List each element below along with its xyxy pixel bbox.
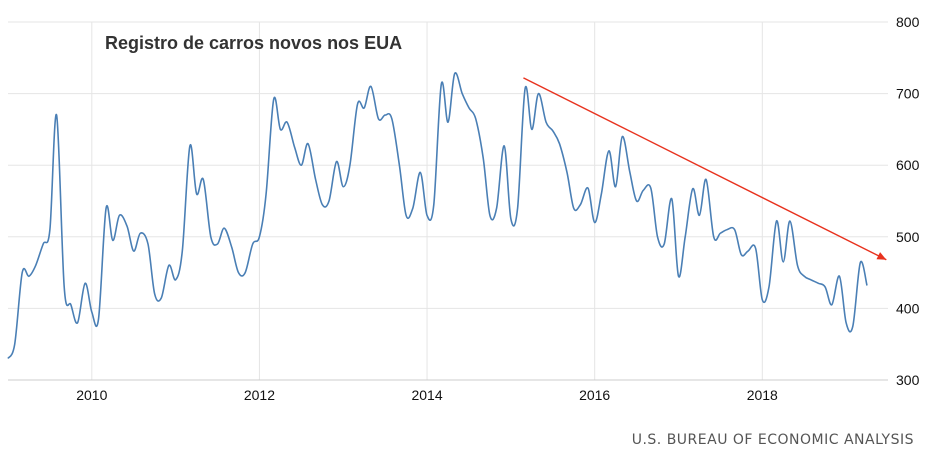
x-tick-label: 2016 (579, 387, 610, 403)
x-tick-label: 2012 (244, 387, 275, 403)
y-tick-label: 800 (896, 14, 920, 30)
chart-title: Registro de carros novos nos EUA (105, 33, 402, 53)
trend-line (523, 77, 887, 261)
trend-layer (523, 77, 887, 261)
y-tick-label: 300 (896, 372, 920, 388)
x-tick-labels: 2010 2012 2014 2016 2018 (76, 387, 778, 403)
y-tick-label: 600 (896, 157, 920, 173)
y-tick-label: 400 (896, 300, 920, 316)
series-line (7, 72, 868, 359)
x-tick-label: 2018 (747, 387, 778, 403)
y-tick-label: 500 (896, 229, 920, 245)
x-tick-label: 2010 (76, 387, 107, 403)
y-tick-labels: 300 400 500 600 700 800 (896, 14, 920, 388)
x-tick-label: 2014 (411, 387, 442, 403)
source-label: U.S. BUREAU OF ECONOMIC ANALYSIS (632, 432, 914, 448)
trend-arrowhead (876, 252, 887, 260)
series-layer (7, 72, 868, 359)
grid-lines (8, 21, 888, 380)
y-tick-label: 700 (896, 86, 920, 102)
